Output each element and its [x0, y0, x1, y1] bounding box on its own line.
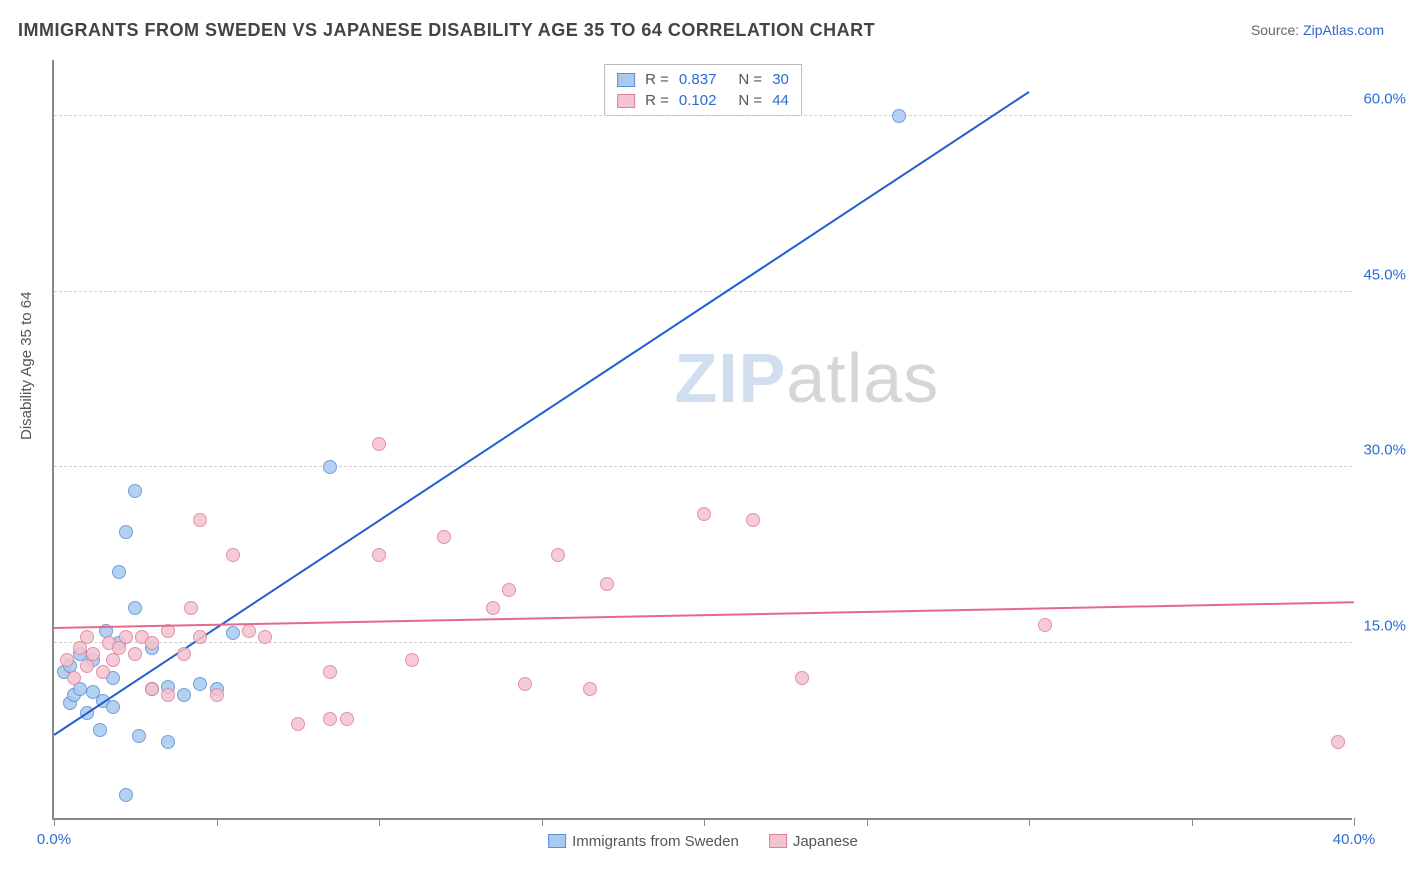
data-point	[405, 653, 419, 667]
data-point	[258, 630, 272, 644]
data-point	[161, 688, 175, 702]
legend-label: Japanese	[793, 833, 858, 850]
data-point	[795, 671, 809, 685]
data-point	[1331, 735, 1345, 749]
data-point	[372, 548, 386, 562]
data-point	[80, 630, 94, 644]
legend-label: Immigrants from Sweden	[572, 833, 739, 850]
chart-title: IMMIGRANTS FROM SWEDEN VS JAPANESE DISAB…	[18, 20, 875, 41]
n-value: 44	[772, 92, 789, 109]
r-label: R =	[645, 92, 669, 109]
x-tick	[704, 818, 705, 826]
correlation-legend: R = 0.837 N = 30 R = 0.102 N = 44	[604, 64, 802, 116]
data-point	[184, 601, 198, 615]
data-point	[112, 565, 126, 579]
data-point	[106, 700, 120, 714]
source-label: Source:	[1251, 22, 1303, 38]
n-label: N =	[738, 71, 762, 88]
data-point	[437, 530, 451, 544]
data-point	[145, 636, 159, 650]
data-point	[86, 647, 100, 661]
legend-item: Immigrants from Sweden	[548, 833, 739, 850]
x-tick	[1354, 818, 1355, 826]
source-link[interactable]: ZipAtlas.com	[1303, 22, 1384, 38]
legend-swatch	[769, 834, 787, 848]
data-point	[193, 630, 207, 644]
r-value: 0.102	[679, 92, 717, 109]
scatter-plot: ZIPatlas R = 0.837N = 30R = 0.102N = 44 …	[52, 60, 1352, 820]
x-tick	[217, 818, 218, 826]
data-point	[60, 653, 74, 667]
watermark-zip: ZIP	[674, 339, 786, 417]
correlation-row: R = 0.102 N = 44	[617, 90, 789, 111]
data-point	[518, 677, 532, 691]
n-label: N =	[738, 92, 762, 109]
x-tick	[1029, 818, 1030, 826]
data-point	[226, 626, 240, 640]
y-tick-label: 15.0%	[1363, 617, 1406, 634]
data-point	[502, 583, 516, 597]
data-point	[161, 735, 175, 749]
data-point	[67, 671, 81, 685]
data-point	[128, 601, 142, 615]
data-point	[193, 513, 207, 527]
source-attribution: Source: ZipAtlas.com	[1251, 22, 1384, 38]
x-tick	[54, 818, 55, 826]
data-point	[177, 647, 191, 661]
x-tick-label: 0.0%	[37, 831, 71, 848]
r-label: R =	[645, 71, 669, 88]
x-tick	[379, 818, 380, 826]
data-point	[697, 507, 711, 521]
legend-swatch	[617, 73, 635, 87]
data-point	[96, 665, 110, 679]
data-point	[746, 513, 760, 527]
data-point	[128, 484, 142, 498]
watermark: ZIPatlas	[674, 338, 939, 418]
data-point	[600, 577, 614, 591]
data-point	[291, 717, 305, 731]
legend-swatch	[617, 94, 635, 108]
data-point	[226, 548, 240, 562]
y-axis-label: Disability Age 35 to 64	[18, 292, 35, 440]
data-point	[242, 624, 256, 638]
x-tick	[542, 818, 543, 826]
gridline	[54, 291, 1352, 292]
series-legend: Immigrants from Sweden Japanese	[548, 833, 858, 850]
gridline	[54, 466, 1352, 467]
x-tick-label: 40.0%	[1333, 831, 1376, 848]
r-value: 0.837	[679, 71, 717, 88]
gridline	[54, 115, 1352, 116]
data-point	[583, 682, 597, 696]
data-point	[486, 601, 500, 615]
x-tick	[1192, 818, 1193, 826]
data-point	[323, 665, 337, 679]
data-point	[892, 109, 906, 123]
data-point	[210, 688, 224, 702]
data-point	[119, 630, 133, 644]
correlation-row: R = 0.837 N = 30	[617, 69, 789, 90]
data-point	[323, 712, 337, 726]
data-point	[177, 688, 191, 702]
n-value: 30	[772, 71, 789, 88]
data-point	[1038, 618, 1052, 632]
x-tick	[867, 818, 868, 826]
watermark-atlas: atlas	[786, 339, 939, 417]
legend-swatch	[548, 834, 566, 848]
data-point	[119, 788, 133, 802]
data-point	[323, 460, 337, 474]
data-point	[145, 682, 159, 696]
data-point	[93, 723, 107, 737]
data-point	[128, 647, 142, 661]
y-tick-label: 30.0%	[1363, 442, 1406, 459]
y-tick-label: 60.0%	[1363, 91, 1406, 108]
y-tick-label: 45.0%	[1363, 266, 1406, 283]
legend-item: Japanese	[769, 833, 858, 850]
data-point	[551, 548, 565, 562]
data-point	[119, 525, 133, 539]
data-point	[193, 677, 207, 691]
data-point	[372, 437, 386, 451]
gridline	[54, 642, 1352, 643]
data-point	[132, 729, 146, 743]
data-point	[340, 712, 354, 726]
